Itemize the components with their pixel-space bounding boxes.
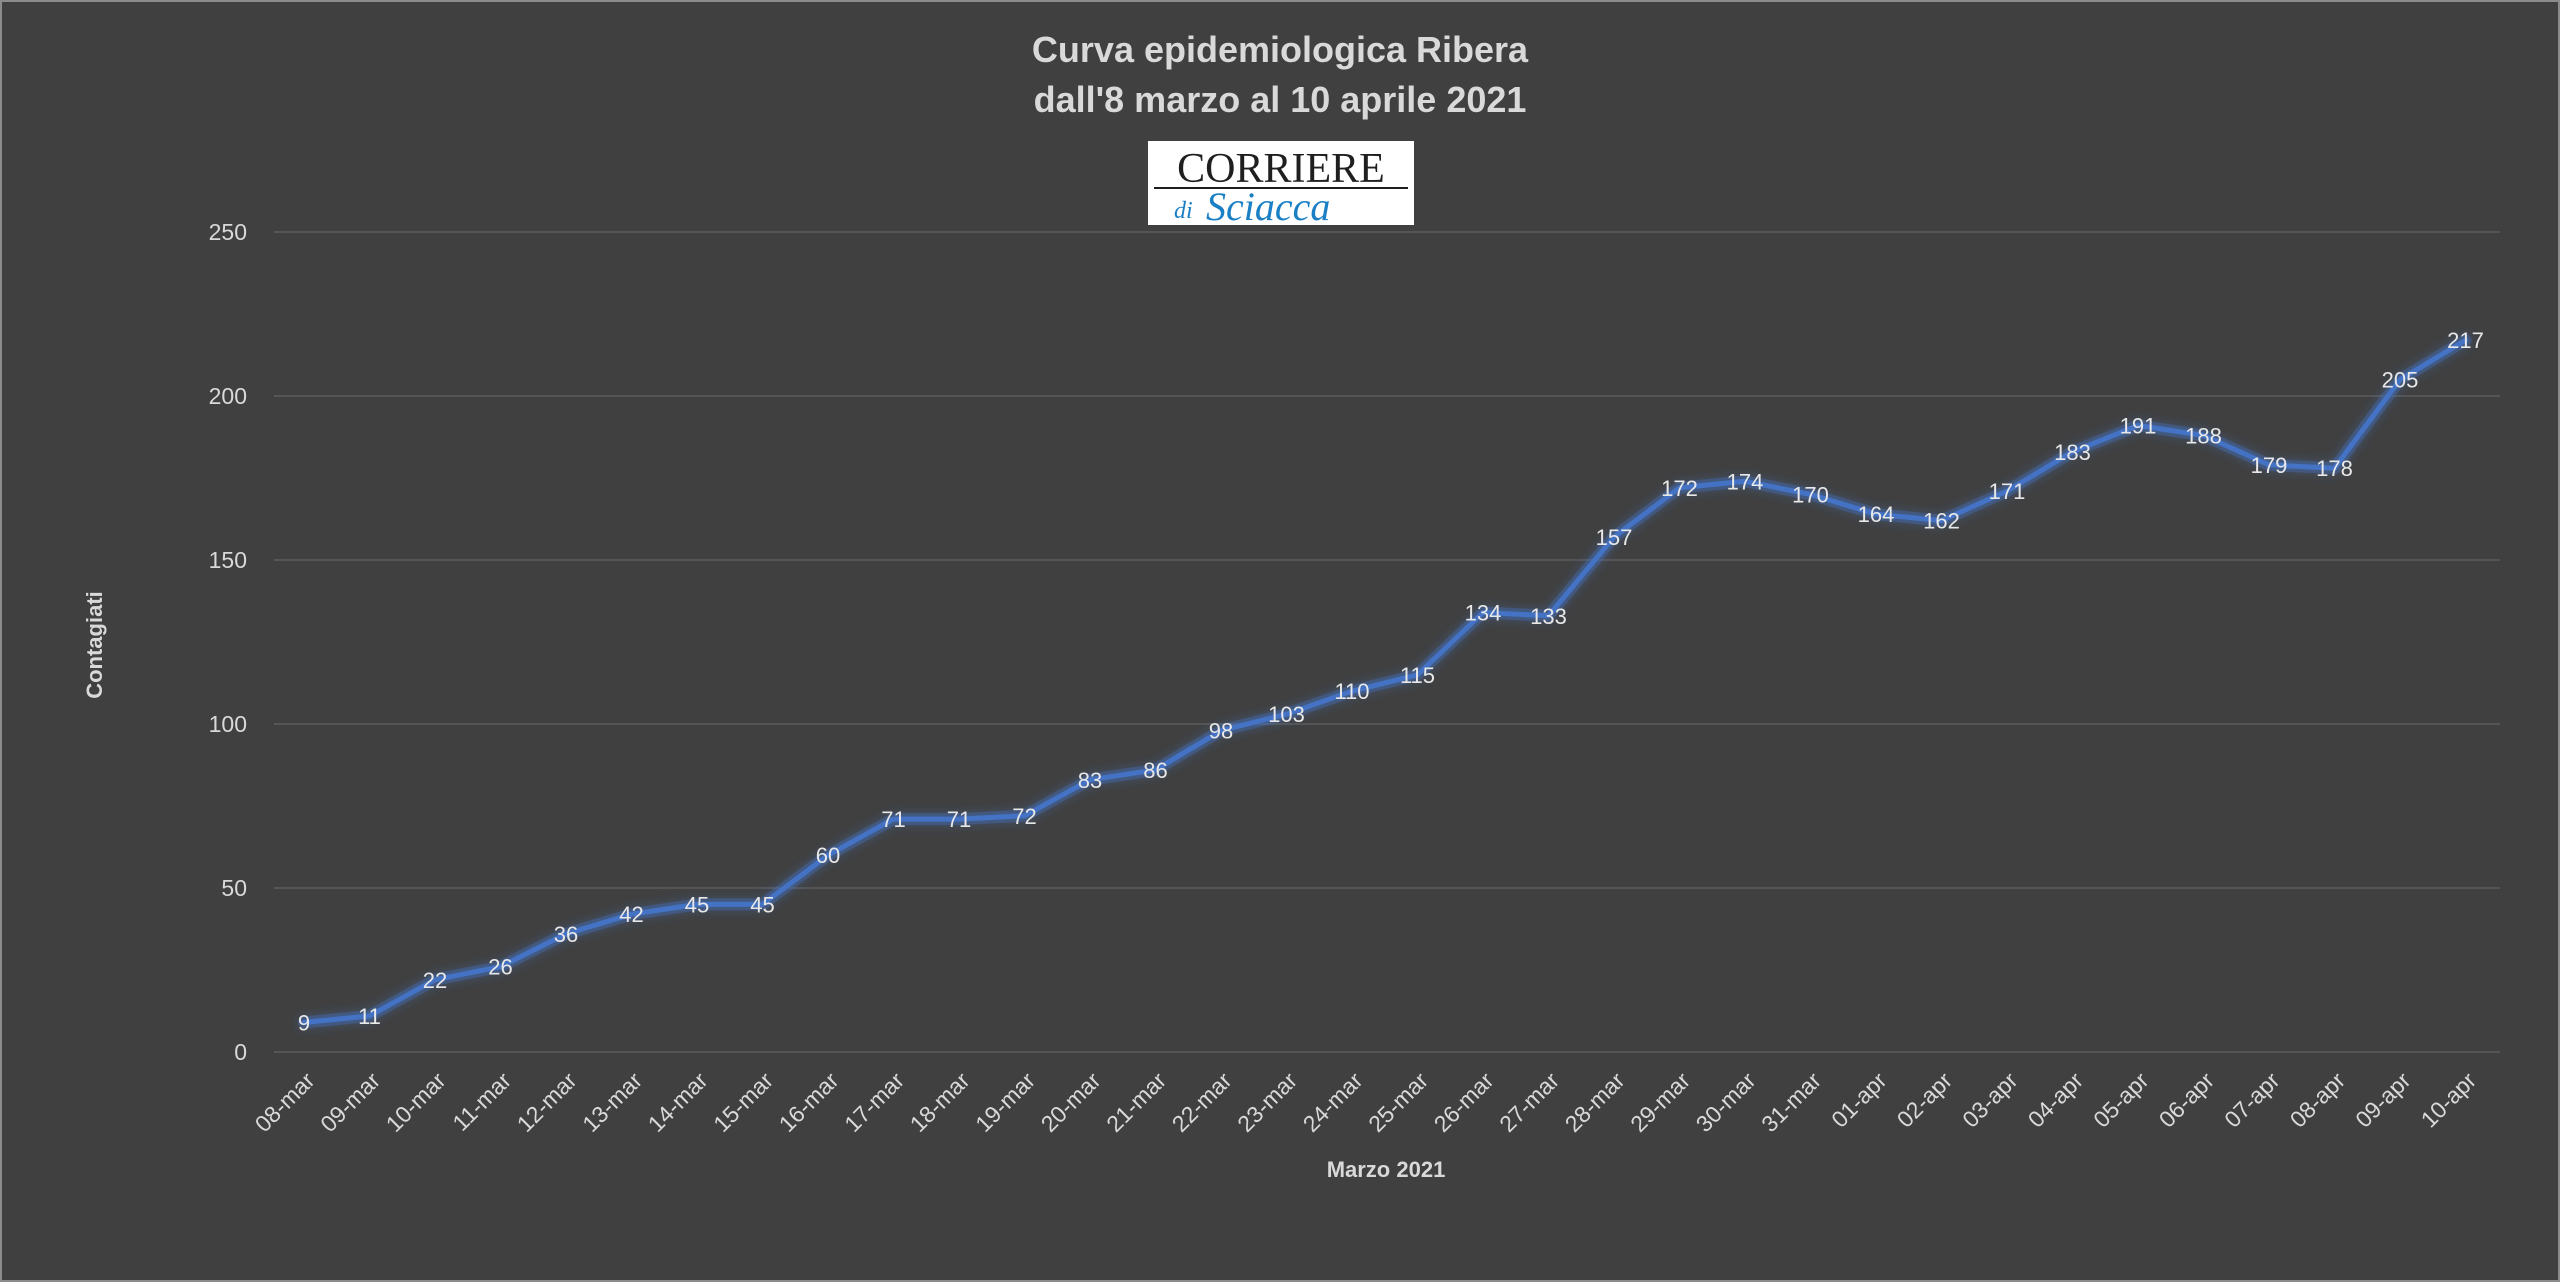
x-tick-29-mar: 29-mar (1625, 1067, 1695, 1137)
x-tick-08-mar: 08-mar (250, 1067, 320, 1137)
x-tick-24-mar: 24-mar (1298, 1067, 1368, 1137)
data-label: 191 (2120, 414, 2157, 439)
x-tick-08-apr: 08-apr (2285, 1067, 2351, 1133)
y-tick-200: 200 (209, 383, 247, 409)
x-tick-03-apr: 03-apr (1957, 1067, 2023, 1133)
x-tick-15-mar: 15-mar (708, 1067, 778, 1137)
data-label: 45 (750, 892, 774, 917)
x-tick-05-apr: 05-apr (2088, 1067, 2154, 1133)
data-label: 72 (1012, 804, 1036, 829)
data-label: 115 (1400, 663, 1435, 688)
x-tick-09-apr: 09-apr (2350, 1067, 2416, 1133)
x-tick-18-mar: 18-mar (905, 1067, 975, 1137)
data-label: 188 (2185, 423, 2222, 448)
x-tick-30-mar: 30-mar (1691, 1067, 1761, 1137)
data-label: 83 (1078, 768, 1102, 793)
data-label: 179 (2251, 453, 2288, 478)
data-label: 171 (1989, 479, 2026, 504)
x-tick-27-mar: 27-mar (1494, 1067, 1564, 1137)
y-tick-0: 0 (234, 1039, 247, 1065)
y-tick-150: 150 (209, 547, 247, 573)
data-label: 36 (554, 922, 578, 947)
x-tick-25-mar: 25-mar (1363, 1067, 1433, 1137)
data-label: 134 (1465, 600, 1502, 625)
x-tick-02-apr: 02-apr (1892, 1067, 1958, 1133)
data-label: 133 (1530, 604, 1567, 629)
data-label: 86 (1143, 758, 1167, 783)
data-label: 60 (816, 843, 840, 868)
x-tick-10-mar: 10-mar (381, 1067, 451, 1137)
data-label: 170 (1792, 482, 1829, 507)
data-label: 172 (1661, 476, 1698, 501)
data-label: 178 (2316, 456, 2353, 481)
logo-background (1148, 141, 1414, 225)
x-tick-14-mar: 14-mar (643, 1067, 713, 1137)
chart-subtitle: dall'8 marzo al 10 aprile 2021 (1034, 79, 1527, 120)
data-label: 110 (1334, 679, 1369, 704)
data-label: 71 (947, 807, 971, 832)
x-tick-17-mar: 17-mar (839, 1067, 909, 1137)
x-tick-16-mar: 16-mar (774, 1067, 844, 1137)
x-tick-labels: 08-mar09-mar10-mar11-mar12-mar13-mar14-m… (250, 1067, 2482, 1137)
corriere-logo: CORRIERE di Sciacca (1148, 141, 1414, 229)
data-label: 98 (1209, 719, 1233, 744)
data-label: 183 (2054, 440, 2091, 465)
x-tick-12-mar: 12-mar (512, 1067, 582, 1137)
data-label: 103 (1268, 702, 1305, 727)
logo-top-text: CORRIERE (1177, 146, 1385, 192)
y-tick-100: 100 (209, 711, 247, 737)
x-tick-10-apr: 10-apr (2416, 1067, 2482, 1133)
series-line (298, 334, 2472, 1029)
x-tick-09-mar: 09-mar (315, 1067, 385, 1137)
data-label: 11 (358, 1004, 381, 1029)
x-tick-21-mar: 21-mar (1101, 1067, 1171, 1137)
data-label: 22 (423, 968, 447, 993)
x-tick-28-mar: 28-mar (1560, 1067, 1630, 1137)
data-label: 42 (619, 902, 643, 927)
logo-main-text: Sciacca (1206, 184, 1330, 229)
series-line-path (301, 337, 2468, 1025)
data-labels: 9 11 22 26 36 42 45 45 60 71 71 72 83 86 98 103 110 115 13… (298, 328, 2484, 1035)
x-tick-26-mar: 26-mar (1429, 1067, 1499, 1137)
x-tick-11-mar: 11-mar (447, 1067, 516, 1136)
x-tick-22-mar: 22-mar (1167, 1067, 1237, 1137)
x-tick-06-apr: 06-apr (2154, 1067, 2220, 1133)
data-label: 164 (1858, 502, 1895, 527)
x-tick-20-mar: 20-mar (1036, 1067, 1106, 1137)
y-axis-title: Contagiati (82, 591, 107, 699)
x-tick-19-mar: 19-mar (970, 1067, 1040, 1137)
data-label: 157 (1596, 525, 1633, 550)
data-label: 217 (2447, 328, 2484, 353)
x-tick-04-apr: 04-apr (2023, 1067, 2089, 1133)
x-tick-13-mar: 13-mar (577, 1067, 647, 1137)
data-label: 71 (881, 807, 905, 832)
data-label: 45 (685, 892, 709, 917)
y-tick-50: 50 (221, 875, 247, 901)
data-label: 162 (1923, 509, 1960, 534)
data-label: 205 (2382, 368, 2419, 393)
x-tick-23-mar: 23-mar (1232, 1067, 1302, 1137)
x-tick-31-mar: 31-mar (1756, 1067, 1826, 1137)
data-label: 26 (488, 955, 512, 980)
chart-title: Curva epidemiologica Ribera (1032, 29, 1529, 70)
gridlines (274, 231, 2500, 1053)
y-tick-labels: 0 50 100 150 200 250 (209, 219, 247, 1065)
logo-di-text: di (1174, 198, 1193, 224)
x-tick-07-apr: 07-apr (2219, 1067, 2285, 1133)
y-tick-250: 250 (209, 219, 247, 245)
data-label: 9 (298, 1010, 310, 1035)
x-axis-title: Marzo 2021 (1327, 1157, 1446, 1182)
data-label: 174 (1727, 469, 1764, 494)
x-tick-01-apr: 01-apr (1826, 1067, 1892, 1133)
